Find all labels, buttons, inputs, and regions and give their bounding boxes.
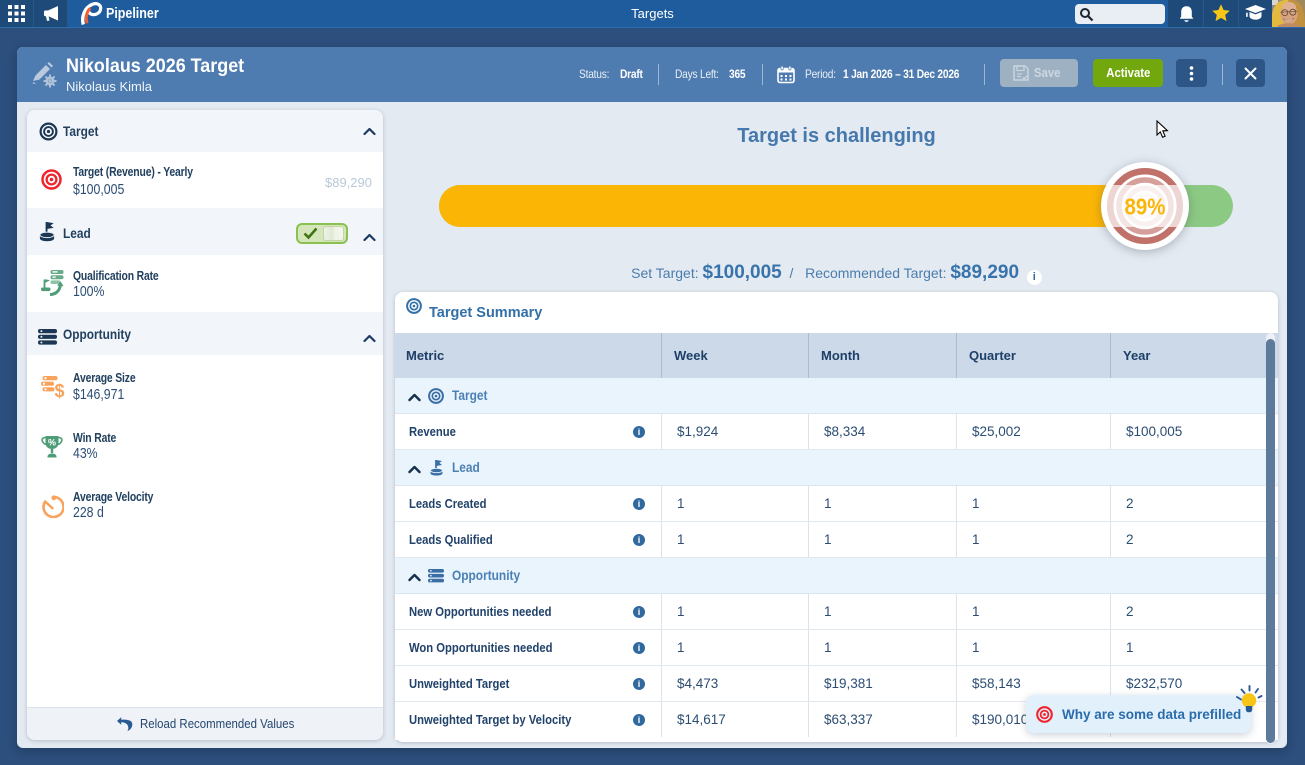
svg-text:%: % bbox=[48, 438, 56, 448]
svg-text:$: $ bbox=[54, 381, 64, 401]
svg-text:89%: 89% bbox=[1125, 194, 1166, 220]
